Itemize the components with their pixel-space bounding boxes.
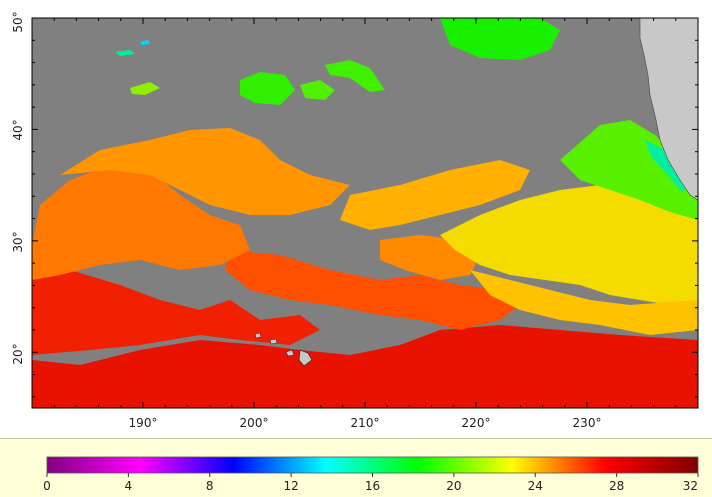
sst-patch-south-red xyxy=(32,325,698,408)
sst-patch-north-green-1 xyxy=(240,72,295,105)
sst-patch-north-blue xyxy=(140,40,150,45)
sst-patch-west-orange xyxy=(32,165,250,280)
y-tick-label-50: 50° xyxy=(11,11,25,32)
hawaii-kauai xyxy=(254,332,262,339)
sst-patch-central-amber xyxy=(340,160,530,230)
colorbar-tick-label: 12 xyxy=(283,479,298,493)
colorbar-tick-label: 20 xyxy=(446,479,461,493)
hawaii-oahu xyxy=(269,338,278,345)
y-tick-label-40: 40° xyxy=(11,119,25,140)
hawaii-big-island xyxy=(298,349,313,367)
y-tick-label-20: 20° xyxy=(11,343,25,364)
colorbar-tick-label: 0 xyxy=(43,479,51,493)
colorbar-gradient xyxy=(46,456,699,474)
colorbar-tick-label: 32 xyxy=(683,479,698,493)
colorbar-ticks: 0 4 8 12 16 20 24 28 32 xyxy=(43,473,699,493)
sst-data-layer xyxy=(32,18,698,408)
colorbar-panel: 0 4 8 12 16 20 24 28 32 xyxy=(0,438,712,497)
north-america-coast xyxy=(639,18,698,201)
x-tick-label-200: 200° xyxy=(240,416,269,430)
sst-patch-north-teal xyxy=(115,50,135,56)
land-layer xyxy=(254,18,698,367)
y-tick-label-30: 30° xyxy=(11,231,25,252)
sst-patch-central-orange-red xyxy=(225,250,520,330)
colorbar-tick-label: 16 xyxy=(365,479,380,493)
x-tick-label-190: 190° xyxy=(129,416,158,430)
colorbar-tick-label: 24 xyxy=(528,479,543,493)
sst-patch-north-green-3 xyxy=(325,60,385,92)
x-tick-label-210: 210° xyxy=(351,416,380,430)
colorbar-tick-label: 28 xyxy=(609,479,624,493)
colorbar: 0 4 8 12 16 20 24 28 32 xyxy=(43,456,699,493)
sst-patch-east-yellow xyxy=(440,185,698,305)
colorbar-tick-label: 8 xyxy=(206,479,214,493)
y-axis: 50° 40° 30° 20° xyxy=(11,11,25,364)
sst-map: 50° 40° 30° 20° 190° 200° 210° 220° 230° xyxy=(11,11,699,430)
colorbar-tick-label: 4 xyxy=(125,479,133,493)
sst-patch-coastal-cyan xyxy=(645,140,690,192)
x-tick-label-230: 230° xyxy=(573,416,602,430)
sst-patch-north-green-2 xyxy=(300,80,335,100)
hawaii-maui xyxy=(285,349,295,357)
sst-patch-southwest-red xyxy=(32,270,320,355)
map-frame xyxy=(31,17,699,409)
sst-patch-northwest-orange xyxy=(60,128,350,215)
x-tick-label-220: 220° xyxy=(462,416,491,430)
sst-patch-northeast-green xyxy=(440,18,560,60)
sst-patch-east-gold xyxy=(470,270,698,335)
x-axis: 190° 200° 210° 220° 230° xyxy=(129,416,602,430)
sst-patch-north-lime xyxy=(130,82,160,95)
